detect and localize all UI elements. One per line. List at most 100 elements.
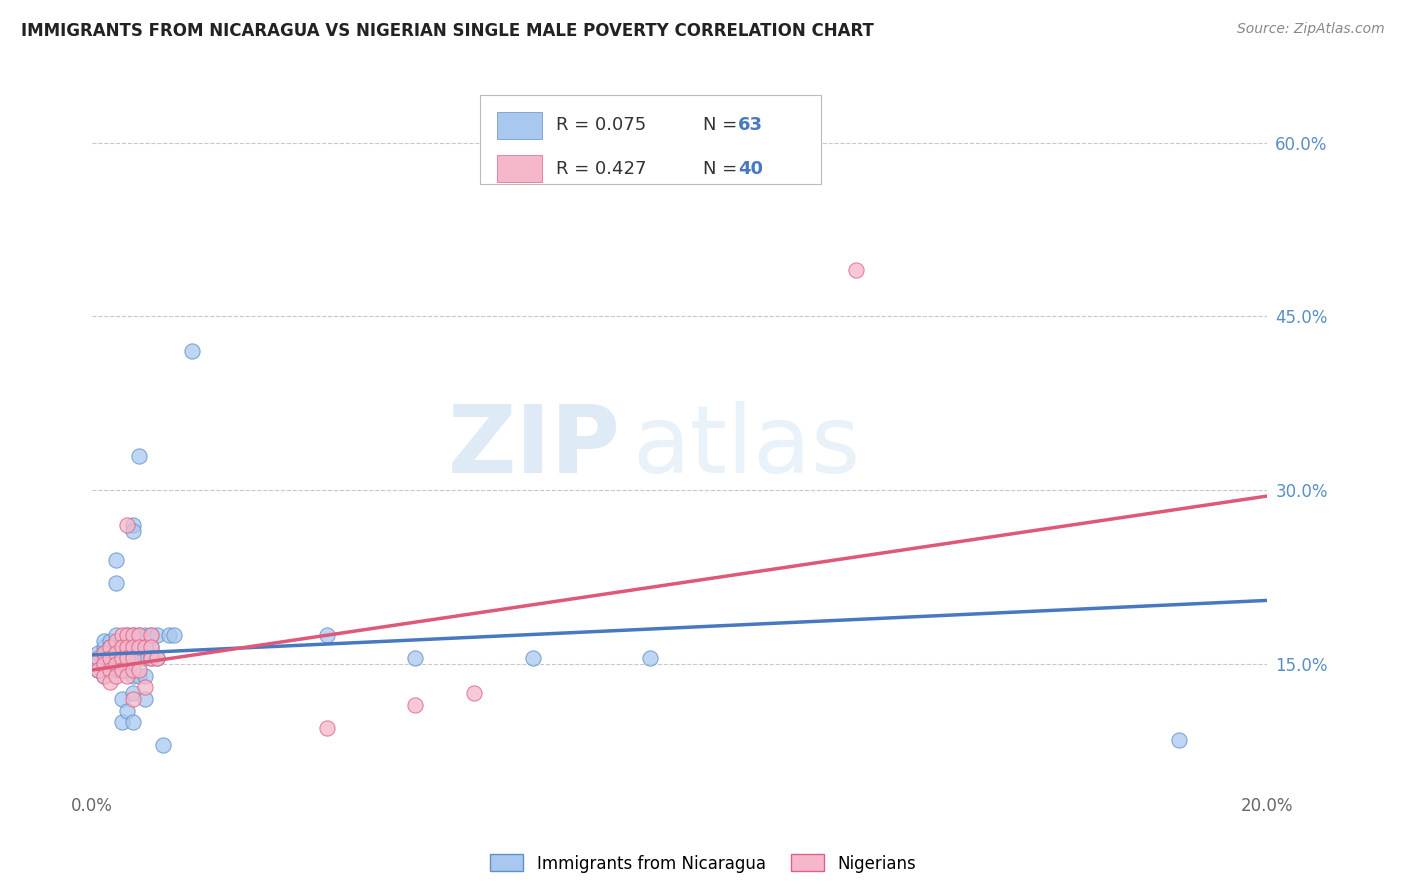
- Point: [152, 739, 174, 753]
- Point: [117, 669, 139, 683]
- Point: [117, 651, 139, 665]
- Point: [122, 663, 145, 677]
- Point: [104, 663, 127, 677]
- Point: [128, 449, 150, 463]
- Point: [93, 651, 115, 665]
- Point: [98, 651, 121, 665]
- Point: [98, 657, 121, 672]
- Point: [98, 634, 121, 648]
- Point: [93, 669, 115, 683]
- Point: [128, 669, 150, 683]
- Point: [104, 576, 127, 591]
- Point: [128, 628, 150, 642]
- Text: R = 0.075: R = 0.075: [557, 117, 647, 135]
- Point: [128, 651, 150, 665]
- Point: [845, 263, 868, 277]
- Point: [122, 524, 145, 538]
- Point: [638, 651, 661, 665]
- Point: [98, 651, 121, 665]
- Point: [404, 651, 426, 665]
- Point: [134, 640, 156, 654]
- Point: [87, 651, 110, 665]
- Point: [122, 651, 145, 665]
- Point: [117, 640, 139, 654]
- Point: [98, 640, 121, 654]
- Point: [87, 663, 110, 677]
- Point: [87, 651, 110, 665]
- Point: [122, 686, 145, 700]
- Point: [104, 657, 127, 672]
- Point: [117, 663, 139, 677]
- Point: [139, 651, 162, 665]
- Point: [122, 628, 145, 642]
- Point: [93, 669, 115, 683]
- Point: [117, 704, 139, 718]
- Point: [122, 715, 145, 730]
- Point: [93, 657, 115, 672]
- Point: [139, 651, 162, 665]
- Point: [134, 681, 156, 695]
- Point: [117, 628, 139, 642]
- Text: 63: 63: [738, 117, 763, 135]
- Point: [128, 628, 150, 642]
- Point: [146, 651, 169, 665]
- Point: [134, 628, 156, 642]
- Legend: Immigrants from Nicaragua, Nigerians: Immigrants from Nicaragua, Nigerians: [484, 847, 922, 880]
- Point: [98, 663, 121, 677]
- Text: N =: N =: [703, 117, 742, 135]
- Point: [316, 628, 339, 642]
- Point: [98, 663, 121, 677]
- Text: IMMIGRANTS FROM NICARAGUA VS NIGERIAN SINGLE MALE POVERTY CORRELATION CHART: IMMIGRANTS FROM NICARAGUA VS NIGERIAN SI…: [21, 22, 875, 40]
- Point: [93, 646, 115, 660]
- Point: [104, 669, 127, 683]
- Point: [404, 698, 426, 712]
- Point: [87, 663, 110, 677]
- Point: [134, 692, 156, 706]
- FancyBboxPatch shape: [479, 95, 821, 185]
- Point: [110, 715, 132, 730]
- Point: [104, 634, 127, 648]
- Point: [93, 634, 115, 648]
- Point: [122, 692, 145, 706]
- Point: [139, 628, 162, 642]
- Point: [110, 628, 132, 642]
- Point: [87, 646, 110, 660]
- Point: [316, 721, 339, 735]
- FancyBboxPatch shape: [498, 112, 543, 139]
- Point: [110, 651, 132, 665]
- Point: [117, 640, 139, 654]
- Point: [463, 686, 485, 700]
- Point: [93, 646, 115, 660]
- FancyBboxPatch shape: [498, 155, 543, 182]
- Point: [122, 640, 145, 654]
- Point: [122, 640, 145, 654]
- Point: [128, 640, 150, 654]
- Point: [128, 640, 150, 654]
- Point: [98, 674, 121, 689]
- Text: ZIP: ZIP: [449, 401, 621, 492]
- Point: [117, 628, 139, 642]
- Point: [98, 640, 121, 654]
- Point: [146, 651, 169, 665]
- Point: [110, 663, 132, 677]
- Point: [110, 640, 132, 654]
- Point: [139, 640, 162, 654]
- Point: [104, 553, 127, 567]
- Point: [117, 518, 139, 533]
- Point: [134, 640, 156, 654]
- Point: [104, 646, 127, 660]
- Text: N =: N =: [703, 160, 742, 178]
- Point: [146, 628, 169, 642]
- Point: [122, 669, 145, 683]
- Text: atlas: atlas: [633, 401, 860, 492]
- Point: [87, 663, 110, 677]
- Point: [1167, 732, 1189, 747]
- Point: [93, 657, 115, 672]
- Point: [93, 640, 115, 654]
- Point: [128, 663, 150, 677]
- Point: [110, 692, 132, 706]
- Point: [181, 344, 204, 359]
- Point: [122, 628, 145, 642]
- Point: [104, 651, 127, 665]
- Point: [139, 628, 162, 642]
